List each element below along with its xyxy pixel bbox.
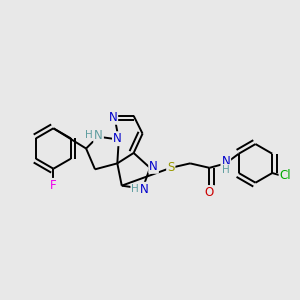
Text: F: F <box>50 179 57 192</box>
Text: N: N <box>94 129 103 142</box>
Text: N: N <box>140 183 148 196</box>
Text: N: N <box>113 132 122 145</box>
Text: Cl: Cl <box>280 169 291 182</box>
Text: H: H <box>85 130 93 140</box>
Text: S: S <box>167 161 175 174</box>
Text: H: H <box>222 165 230 175</box>
Text: N: N <box>221 155 230 168</box>
Text: H: H <box>131 184 139 194</box>
Text: N: N <box>149 160 158 173</box>
Text: N: N <box>109 111 117 124</box>
Text: O: O <box>205 186 214 199</box>
